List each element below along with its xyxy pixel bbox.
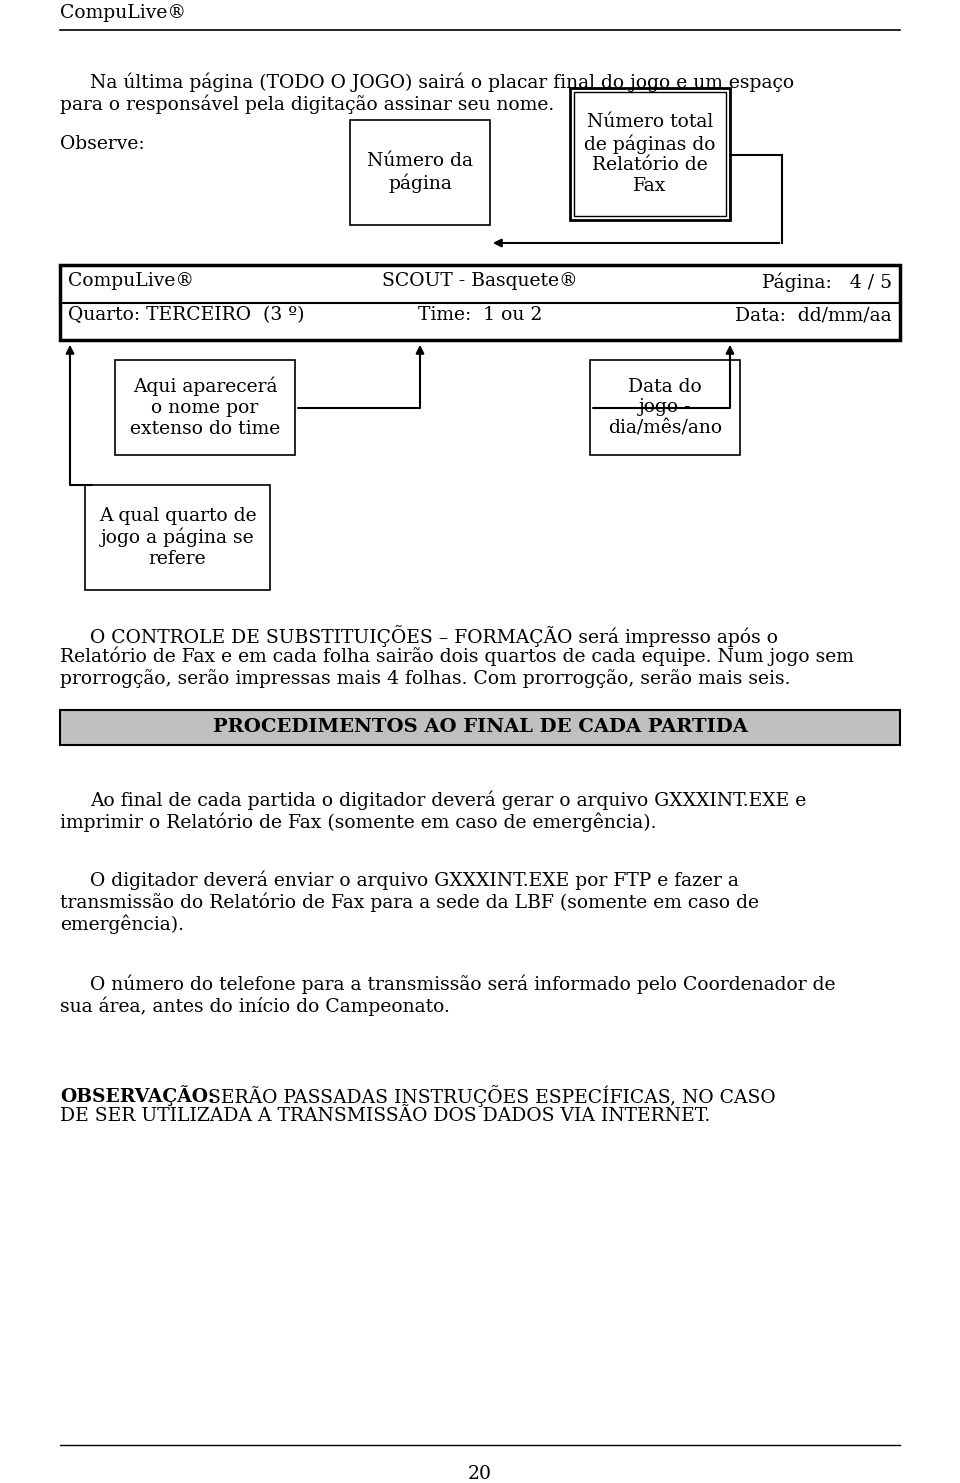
Text: Time:  1 ou 2: Time: 1 ou 2 xyxy=(418,307,542,325)
Text: sua área, antes do início do Campeonato.: sua área, antes do início do Campeonato. xyxy=(60,997,450,1016)
Bar xyxy=(115,360,295,455)
Text: emergência).: emergência). xyxy=(60,914,184,933)
Text: Quarto: TERCEIRO  (3 º): Quarto: TERCEIRO (3 º) xyxy=(68,307,304,325)
Text: imprimir o Relatório de Fax (somente em caso de emergência).: imprimir o Relatório de Fax (somente em … xyxy=(60,813,657,832)
Bar xyxy=(60,710,900,744)
Text: PROCEDIMENTOS AO FINAL DE CADA PARTIDA: PROCEDIMENTOS AO FINAL DE CADA PARTIDA xyxy=(212,718,748,737)
Text: para o responsável pela digitação assinar seu nome.: para o responsável pela digitação assina… xyxy=(60,93,554,114)
Text: Na última página (TODO O JOGO) sairá o placar final do jogo e um espaço: Na última página (TODO O JOGO) sairá o p… xyxy=(90,73,794,92)
Text: Número da
página: Número da página xyxy=(367,153,473,193)
Text: DE SER UTILIZADA A TRANSMISSÃO DOS DADOS VIA INTERNET.: DE SER UTILIZADA A TRANSMISSÃO DOS DADOS… xyxy=(60,1106,710,1126)
Text: Observe:: Observe: xyxy=(60,135,145,153)
Text: Data do
jogo -
dia/mês/ano: Data do jogo - dia/mês/ano xyxy=(608,378,722,437)
Text: CompuLive®: CompuLive® xyxy=(68,271,194,291)
Bar xyxy=(60,265,900,340)
Bar xyxy=(574,92,726,217)
Text: A qual quarto de
jogo a página se
refere: A qual quarto de jogo a página se refere xyxy=(99,507,256,568)
Bar xyxy=(570,87,730,219)
Bar xyxy=(85,485,270,590)
Text: Data:  dd/mm/aa: Data: dd/mm/aa xyxy=(735,307,892,325)
Bar xyxy=(590,360,740,455)
Text: CompuLive®: CompuLive® xyxy=(60,4,186,22)
Text: Número total
de páginas do
Relatório de
Fax: Número total de páginas do Relatório de … xyxy=(585,113,716,196)
Text: OBSERVAÇÃO:: OBSERVAÇÃO: xyxy=(60,1086,215,1106)
Text: O digitador deverá enviar o arquivo GXXXINT.EXE por FTP e fazer a: O digitador deverá enviar o arquivo GXXX… xyxy=(90,871,739,890)
Text: Página:   4 / 5: Página: 4 / 5 xyxy=(762,271,892,292)
Text: SCOUT - Basquete®: SCOUT - Basquete® xyxy=(382,271,578,291)
Text: prorrogção, serão impressas mais 4 folhas. Com prorrogção, serão mais seis.: prorrogção, serão impressas mais 4 folha… xyxy=(60,669,790,688)
Text: Ao final de cada partida o digitador deverá gerar o arquivo GXXXINT.EXE e: Ao final de cada partida o digitador dev… xyxy=(90,790,806,810)
Text: Relatório de Fax e em cada folha sairão dois quartos de cada equipe. Num jogo se: Relatório de Fax e em cada folha sairão … xyxy=(60,647,853,666)
Bar xyxy=(350,120,490,225)
Text: SERÃO PASSADAS INSTRUÇÕES ESPECÍFICAS, NO CASO: SERÃO PASSADAS INSTRUÇÕES ESPECÍFICAS, N… xyxy=(208,1086,776,1106)
Text: Aqui aparecerá
o nome por
extenso do time: Aqui aparecerá o nome por extenso do tim… xyxy=(130,377,280,437)
Text: transmissão do Relatório de Fax para a sede da LBF (somente em caso de: transmissão do Relatório de Fax para a s… xyxy=(60,891,759,912)
Text: 20: 20 xyxy=(468,1465,492,1483)
Text: O CONTROLE DE SUBSTITUIÇÕES – FORMAÇÃO será impresso após o: O CONTROLE DE SUBSTITUIÇÕES – FORMAÇÃO s… xyxy=(90,624,778,647)
Text: O número do telefone para a transmissão será informado pelo Coordenador de: O número do telefone para a transmissão … xyxy=(90,974,835,995)
